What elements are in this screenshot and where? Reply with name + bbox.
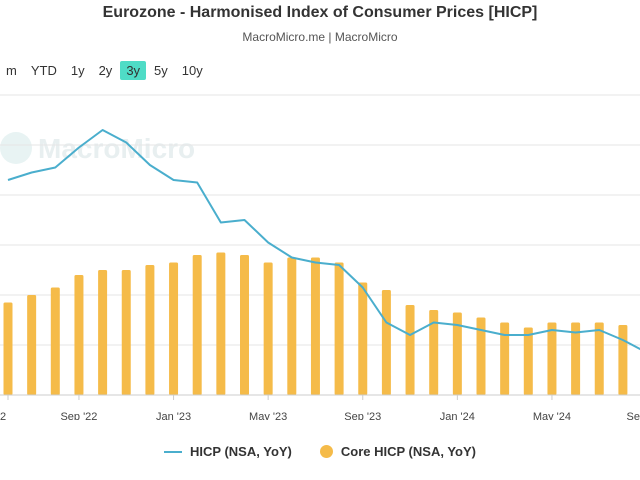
core-hicp-bar-2023-04[interactable]: [240, 255, 249, 395]
range-button-ytd[interactable]: YTD: [30, 62, 57, 78]
x-tick-label-2024-05: May '24: [533, 411, 571, 420]
core-hicp-bar-2023-12[interactable]: [429, 310, 439, 395]
core-hicp-bar-2023-05[interactable]: [263, 262, 273, 396]
core-hicp-bar-2023-09[interactable]: [358, 282, 368, 396]
core-hicp-bar-2022-08[interactable]: [50, 287, 60, 396]
watermark: MacroMicro: [0, 132, 195, 164]
core-hicp-dot-icon: [319, 445, 333, 458]
core-hicp-bar-2022-11[interactable]: [121, 270, 131, 395]
core-hicp-bar-2024-02[interactable]: [476, 317, 486, 396]
core-hicp-bar-2022-10[interactable]: [98, 270, 108, 395]
x-tick-label-2024-09: Se: [627, 411, 640, 420]
legend-item-core-hicp[interactable]: Core HICP (NSA, YoY): [319, 444, 476, 459]
core-hicp-bar-2024-05[interactable]: [547, 322, 557, 396]
core-hicp-bar-2024-06[interactable]: [571, 322, 581, 396]
core-hicp-bars: [3, 252, 628, 396]
core-hicp-bar-2023-10[interactable]: [381, 290, 391, 395]
core-hicp-bar-2023-01[interactable]: [169, 262, 179, 396]
core-hicp-bar-2022-09[interactable]: [74, 275, 84, 395]
hicp-line-series: [7, 129, 640, 353]
legend-item-hicp[interactable]: HICP (NSA, YoY): [164, 444, 292, 459]
range-button-10y[interactable]: 10y: [181, 62, 203, 78]
core-hicp-bar-2024-04[interactable]: [523, 327, 533, 396]
x-tick-label-2022-06: 2: [0, 411, 6, 420]
core-hicp-bar-2024-08[interactable]: [618, 325, 628, 395]
core-hicp-bar-2022-07[interactable]: [27, 295, 37, 395]
chart-subtitle: MacroMicro.me | MacroMicro: [242, 30, 398, 44]
range-button-m[interactable]: m: [6, 62, 17, 78]
chart-title: Eurozone - Harmonised Index of Consumer …: [102, 4, 538, 21]
core-hicp-bar-2023-07[interactable]: [310, 257, 320, 396]
chart-plot-area: MacroMicro 2 Sep '22 Jan '23 May '23 Sep '23…: [0, 94, 640, 420]
range-button-1y[interactable]: 1y: [70, 62, 85, 78]
chart-legend: HICP (NSA, YoY) Core HICP (NSA, YoY): [0, 444, 640, 459]
x-tick-label-2023-01: Jan '23: [156, 411, 191, 420]
range-button-2y[interactable]: 2y: [98, 62, 113, 78]
core-hicp-bar-2023-02[interactable]: [192, 255, 202, 395]
x-tick-label-2022-09: Sep '22: [60, 411, 97, 420]
core-hicp-bar-2023-08[interactable]: [334, 262, 344, 396]
core-hicp-bar-2024-03[interactable]: [500, 322, 510, 396]
hicp-line-icon: [164, 450, 183, 453]
x-axis-ticks: 2 Sep '22 Jan '23 May '23 Sep '23 Jan '24 May …: [0, 395, 640, 420]
core-hicp-bar-2023-03[interactable]: [216, 252, 226, 396]
core-hicp-bar-2024-01[interactable]: [452, 312, 462, 396]
core-hicp-bar-2023-06[interactable]: [287, 257, 297, 396]
core-hicp-bar-2024-07[interactable]: [594, 322, 604, 396]
core-hicp-bar-2022-12[interactable]: [145, 265, 155, 395]
x-tick-label-2024-01: Jan '24: [440, 411, 475, 420]
range-button-5y[interactable]: 5y: [154, 62, 168, 78]
x-tick-label-2023-09: Sep '23: [344, 411, 381, 420]
range-button-3y[interactable]: 3y: [120, 60, 147, 80]
legend-label-hicp: HICP (NSA, YoY): [190, 444, 292, 459]
legend-label-core-hicp: Core HICP (NSA, YoY): [340, 444, 476, 459]
range-selector: m YTD 1y 2y 3y 5y 10y: [0, 60, 211, 80]
x-tick-label-2023-05: May '23: [249, 411, 287, 420]
core-hicp-bar-2022-06[interactable]: [3, 302, 13, 396]
core-hicp-bar-2023-11[interactable]: [405, 305, 415, 395]
hicp-line[interactable]: [7, 129, 640, 353]
